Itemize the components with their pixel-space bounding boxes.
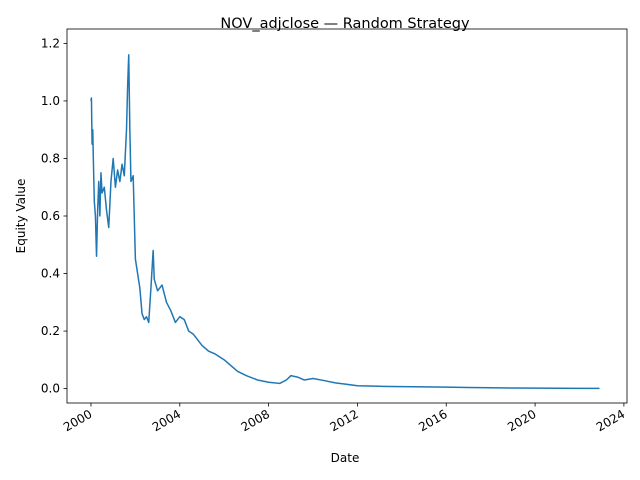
- x-tick-label: 2012: [327, 407, 360, 434]
- x-tick-label: 2008: [239, 407, 272, 434]
- x-tick-label: 2024: [594, 407, 627, 434]
- y-tick-label: 0.6: [41, 209, 60, 223]
- y-tick-label: 0.4: [41, 267, 60, 281]
- y-tick-label: 0.0: [41, 382, 60, 396]
- line-series: [90, 54, 600, 390]
- x-tick-label: 2020: [505, 407, 538, 434]
- y-tick-label: 1.0: [41, 94, 60, 108]
- y-axis-label: Equity Value: [14, 179, 28, 254]
- x-tick-label: 2004: [150, 407, 183, 434]
- x-axis-label: Date: [331, 451, 360, 465]
- x-tick-label: 2016: [416, 407, 449, 434]
- plot-frame: [66, 28, 628, 404]
- y-tick-label: 0.2: [41, 324, 60, 338]
- chart-title: NOV_adjclose — Random Strategy: [220, 16, 470, 32]
- x-tick-label: 2000: [61, 407, 94, 434]
- y-tick-label: 1.2: [41, 36, 60, 50]
- y-tick-label: 0.8: [41, 151, 60, 165]
